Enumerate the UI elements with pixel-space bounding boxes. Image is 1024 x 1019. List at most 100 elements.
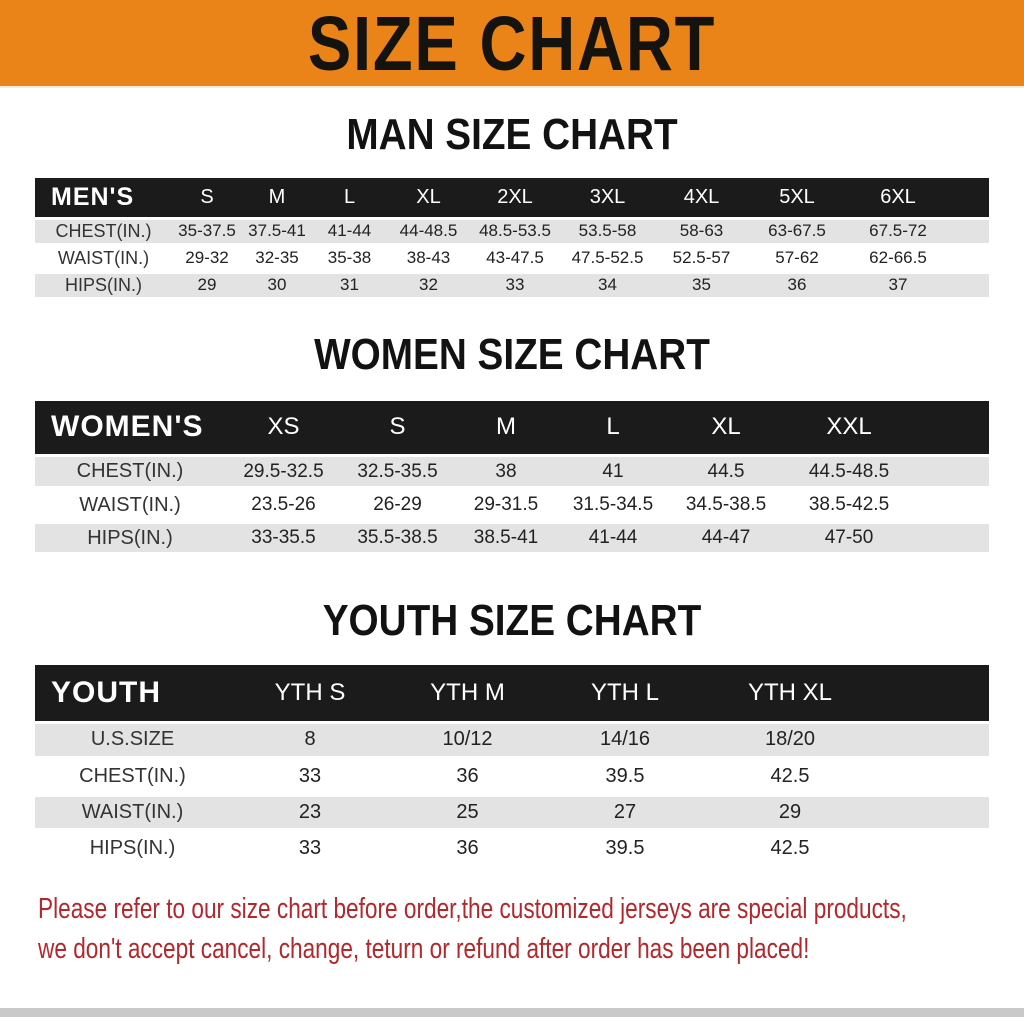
row-spacer bbox=[950, 218, 989, 247]
row-label: HIPS(IN.) bbox=[35, 521, 225, 557]
size-value: 29 bbox=[172, 271, 242, 301]
size-value: 57-62 bbox=[748, 244, 846, 274]
youth-size-table: YOUTH YTH S YTH M YTH L YTH XL U.S.SIZE 8 10/12… bbox=[35, 665, 989, 869]
youth-header-row: YOUTH YTH S YTH M YTH L YTH XL bbox=[35, 665, 989, 724]
size-column-header: 2XL bbox=[470, 178, 560, 220]
size-value: 67.5-72 bbox=[846, 218, 950, 247]
size-value: 10/12 bbox=[390, 722, 545, 761]
size-column-header: YTH L bbox=[545, 665, 705, 724]
row-label: WAIST(IN.) bbox=[35, 488, 225, 524]
size-value: 44.5-48.5 bbox=[785, 455, 913, 491]
size-value: 38.5-42.5 bbox=[785, 488, 913, 524]
size-value: 36 bbox=[390, 830, 545, 869]
measure-row: HIPS(IN.) 33-35.5 35.5-38.5 38.5-41 41-44 44-… bbox=[35, 521, 989, 557]
measure-row: WAIST(IN.) 23 25 27 29 bbox=[35, 794, 989, 833]
size-column-header: XL bbox=[387, 178, 470, 220]
size-value: 37.5-41 bbox=[242, 218, 312, 247]
row-label: HIPS(IN.) bbox=[35, 830, 230, 869]
size-value: 37 bbox=[846, 271, 950, 301]
disclaimer-line-2: we don't accept cancel, change, teturn o… bbox=[38, 932, 810, 965]
youth-group-label: YOUTH bbox=[35, 665, 230, 724]
size-value: 33 bbox=[230, 758, 390, 797]
measure-row: CHEST(IN.) 35-37.5 37.5-41 41-44 44-48.5 48.5… bbox=[35, 218, 989, 247]
size-value: 29.5-32.5 bbox=[225, 455, 342, 491]
row-spacer bbox=[875, 722, 989, 761]
size-column-header: XL bbox=[667, 400, 785, 457]
row-spacer bbox=[950, 271, 989, 301]
row-spacer bbox=[913, 455, 989, 491]
size-value: 8 bbox=[230, 722, 390, 761]
size-column-header: L bbox=[312, 178, 387, 220]
size-value: 48.5-53.5 bbox=[470, 218, 560, 247]
size-value: 53.5-58 bbox=[560, 218, 655, 247]
size-value: 29-32 bbox=[172, 244, 242, 274]
size-value: 33 bbox=[470, 271, 560, 301]
women-header-row: WOMEN'S XS S M L XL XXL bbox=[35, 400, 989, 457]
size-value: 29-31.5 bbox=[453, 488, 559, 524]
disclaimer-note: Please refer to our size chart before or… bbox=[38, 889, 1024, 969]
size-value: 33-35.5 bbox=[225, 521, 342, 557]
header-spacer bbox=[913, 400, 989, 457]
size-value: 35 bbox=[655, 271, 748, 301]
size-value: 30 bbox=[242, 271, 312, 301]
size-value: 44-48.5 bbox=[387, 218, 470, 247]
row-spacer bbox=[875, 794, 989, 833]
size-value: 42.5 bbox=[705, 758, 875, 797]
row-spacer bbox=[950, 244, 989, 274]
row-label: CHEST(IN.) bbox=[35, 455, 225, 491]
size-column-header: M bbox=[453, 400, 559, 457]
size-value: 36 bbox=[390, 758, 545, 797]
size-value: 44-47 bbox=[667, 521, 785, 557]
size-column-header: 3XL bbox=[560, 178, 655, 220]
women-size-table: WOMEN'S XS S M L XL XXL CHEST(IN.) 29.5-32.5 32.5… bbox=[35, 400, 989, 557]
size-value: 47-50 bbox=[785, 521, 913, 557]
row-label: U.S.SIZE bbox=[35, 722, 230, 761]
size-column-header: XXL bbox=[785, 400, 913, 457]
row-label: CHEST(IN.) bbox=[35, 758, 230, 797]
size-column-header: 5XL bbox=[748, 178, 846, 220]
measure-row: HIPS(IN.) 33 36 39.5 42.5 bbox=[35, 830, 989, 869]
size-value: 33 bbox=[230, 830, 390, 869]
size-value: 62-66.5 bbox=[846, 244, 950, 274]
row-spacer bbox=[875, 830, 989, 869]
measure-row: WAIST(IN.) 29-32 32-35 35-38 38-43 43-47.5 47.… bbox=[35, 244, 989, 274]
size-value: 31 bbox=[312, 271, 387, 301]
size-value: 38.5-41 bbox=[453, 521, 559, 557]
size-value: 34 bbox=[560, 271, 655, 301]
size-value: 47.5-52.5 bbox=[560, 244, 655, 274]
size-column-header: S bbox=[342, 400, 453, 457]
size-value: 32.5-35.5 bbox=[342, 455, 453, 491]
size-value: 39.5 bbox=[545, 758, 705, 797]
size-value: 63-67.5 bbox=[748, 218, 846, 247]
size-value: 18/20 bbox=[705, 722, 875, 761]
size-value: 58-63 bbox=[655, 218, 748, 247]
measure-row: CHEST(IN.) 33 36 39.5 42.5 bbox=[35, 758, 989, 797]
size-column-header: YTH XL bbox=[705, 665, 875, 724]
size-value: 43-47.5 bbox=[470, 244, 560, 274]
size-value: 32 bbox=[387, 271, 470, 301]
size-value: 14/16 bbox=[545, 722, 705, 761]
size-column-header: YTH S bbox=[230, 665, 390, 724]
youth-size-table-container: YOUTH YTH S YTH M YTH L YTH XL U.S.SIZE 8 10/12… bbox=[35, 665, 989, 869]
row-label: WAIST(IN.) bbox=[35, 244, 172, 274]
size-value: 35-37.5 bbox=[172, 218, 242, 247]
size-value: 23.5-26 bbox=[225, 488, 342, 524]
banner-title: SIZE CHART bbox=[307, 0, 717, 87]
size-value: 39.5 bbox=[545, 830, 705, 869]
youth-section-heading: YOUTH SIZE CHART bbox=[322, 596, 702, 645]
size-column-header: M bbox=[242, 178, 312, 220]
measure-row: U.S.SIZE 8 10/12 14/16 18/20 bbox=[35, 722, 989, 761]
women-section-heading: WOMEN SIZE CHART bbox=[314, 329, 710, 379]
measure-row: CHEST(IN.) 29.5-32.5 32.5-35.5 38 41 44.5 44.5… bbox=[35, 455, 989, 491]
row-label: HIPS(IN.) bbox=[35, 271, 172, 301]
women-group-label: WOMEN'S bbox=[35, 400, 225, 457]
size-value: 42.5 bbox=[705, 830, 875, 869]
size-value: 36 bbox=[748, 271, 846, 301]
size-value: 23 bbox=[230, 794, 390, 833]
size-value: 35.5-38.5 bbox=[342, 521, 453, 557]
size-column-header: 6XL bbox=[846, 178, 950, 220]
men-group-label: MEN'S bbox=[35, 178, 172, 220]
size-value: 52.5-57 bbox=[655, 244, 748, 274]
size-column-header: YTH M bbox=[390, 665, 545, 724]
measure-row: HIPS(IN.) 29 30 31 32 33 34 35 36 37 bbox=[35, 271, 989, 301]
